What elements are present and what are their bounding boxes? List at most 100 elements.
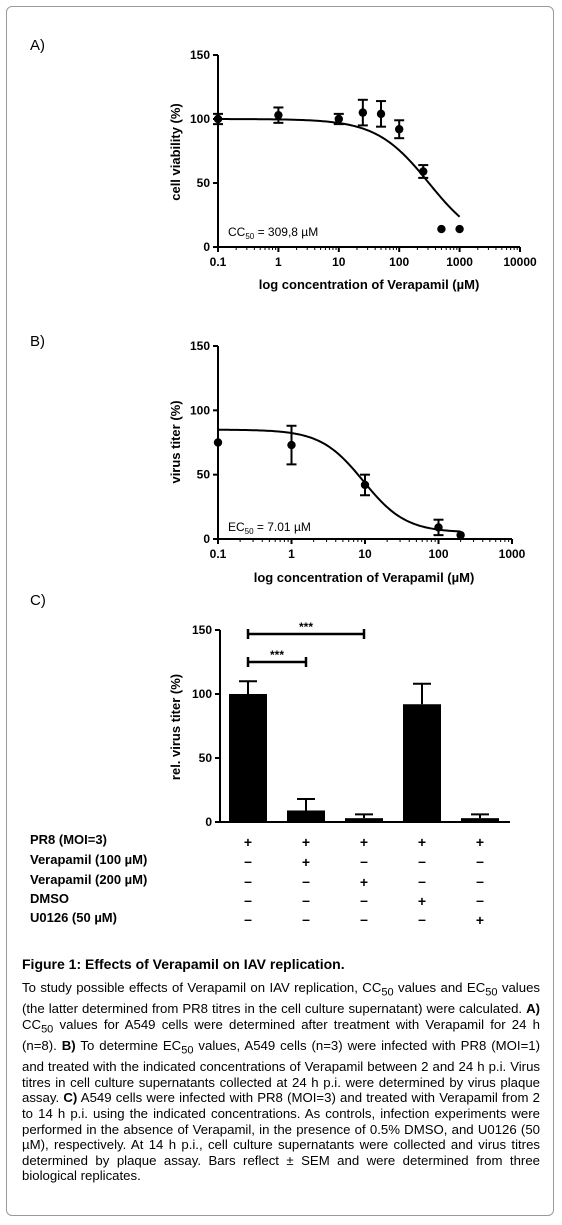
data-point: [274, 110, 283, 120]
data-point: [360, 480, 370, 490]
y-tick-label: 50: [197, 468, 211, 482]
minus-symbol: –: [244, 911, 252, 927]
data-point: [213, 438, 223, 447]
panel-b-fit-curve: [217, 428, 461, 533]
y-tick-label: 150: [190, 48, 210, 62]
panel-b-axes: 0 50 100 150 0.1 1 10 100 1000: [190, 339, 526, 561]
plus-symbol: +: [476, 834, 484, 850]
minus-symbol: –: [244, 892, 252, 908]
x-tick-label: 0.1: [210, 255, 227, 269]
figure-frame: [6, 6, 554, 1216]
figure-caption-title: Figure 1: Effects of Verapamil on IAV re…: [22, 956, 345, 972]
x-tick-label: 1: [275, 255, 282, 269]
data-point: [395, 125, 404, 134]
panel-c-bars: [229, 680, 499, 822]
y-tick-label: 0: [203, 532, 210, 546]
condition-label: DMSO: [30, 891, 69, 906]
minus-symbol: –: [302, 911, 310, 927]
y-tick-label: 100: [192, 687, 212, 701]
panel-b-label: B): [30, 333, 45, 350]
data-point: [456, 530, 465, 540]
panel-a-cc50-annotation: CC50 = 309,8 µM: [228, 225, 318, 241]
panel-c-conditions-table: PR8 (MOI=3) + + + + + Verapamil (100 µM) – + – – – V…: [30, 832, 484, 928]
y-tick-label: 150: [192, 623, 212, 637]
bar: [461, 818, 499, 822]
plus-symbol: +: [476, 912, 484, 928]
data-point: [213, 114, 223, 124]
panel-a-chart: A) 0 50 100 150 0.1 1 10 100 1000 10000 cell viab…: [30, 37, 537, 292]
minus-symbol: –: [418, 853, 426, 869]
plus-symbol: +: [302, 834, 310, 850]
condition-label: PR8 (MOI=3): [30, 832, 107, 847]
plus-symbol: +: [418, 893, 426, 909]
minus-symbol: –: [360, 853, 368, 869]
minus-symbol: –: [302, 892, 310, 908]
panel-a-axes: 0 50 100 150 0.1 1 10 100 1000 10000: [190, 48, 537, 269]
x-tick-label: 0.1: [210, 547, 227, 561]
y-tick-label: 0: [203, 240, 210, 254]
minus-symbol: –: [476, 873, 484, 889]
data-point: [376, 109, 386, 119]
panel-a-points: [213, 98, 464, 234]
x-tick-label: 10: [332, 255, 346, 269]
figure-caption-body: To study possible effects of Verapamil o…: [22, 980, 540, 1184]
bar: [403, 704, 441, 822]
fit-curve-path: [217, 428, 461, 533]
y-tick-label: 100: [190, 403, 210, 417]
bar: [229, 694, 267, 822]
panel-b-y-axis-title: virus titer (%): [168, 400, 183, 483]
y-tick-label: 0: [205, 815, 212, 829]
x-tick-label: 10000: [503, 255, 537, 269]
minus-symbol: –: [302, 873, 310, 889]
data-point: [334, 114, 343, 124]
data-point: [358, 108, 368, 117]
minus-symbol: –: [360, 892, 368, 908]
x-tick-label: 1: [288, 547, 295, 561]
condition-label: Verapamil (100 µM): [30, 852, 147, 867]
bar: [345, 818, 383, 822]
minus-symbol: –: [418, 911, 426, 927]
panel-c-y-axis-title: rel. virus titer (%): [168, 674, 183, 780]
plus-symbol: +: [418, 834, 426, 850]
x-tick-label: 100: [428, 547, 448, 561]
y-tick-label: 50: [197, 176, 211, 190]
panel-c-label: C): [30, 592, 46, 609]
panel-a-label: A): [30, 37, 45, 54]
plus-symbol: +: [360, 874, 368, 890]
plus-symbol: +: [244, 834, 252, 850]
minus-symbol: –: [418, 873, 426, 889]
bar: [287, 810, 325, 822]
y-tick-label: 100: [190, 112, 210, 126]
panel-a-x-axis-title: log concentration of Verapamil (µM): [259, 277, 480, 292]
data-point: [455, 224, 464, 234]
y-tick-label: 150: [190, 339, 210, 353]
x-tick-label: 1000: [446, 255, 473, 269]
x-tick-label: 100: [389, 255, 409, 269]
data-point: [419, 167, 428, 176]
panel-b-ec50-annotation: EC50 = 7.01 µM: [228, 520, 311, 536]
significance-label: ***: [270, 648, 284, 662]
panel-b-x-axis-title: log concentration of Verapamil (µM): [254, 570, 475, 585]
minus-symbol: –: [360, 911, 368, 927]
plus-symbol: +: [302, 854, 310, 870]
panel-c-significance: *** ***: [246, 620, 366, 667]
minus-symbol: –: [476, 853, 484, 869]
condition-label: U0126 (50 µM): [30, 910, 117, 925]
plus-symbol: +: [360, 834, 368, 850]
data-point: [434, 523, 443, 532]
data-point: [437, 224, 446, 234]
x-tick-label: 10: [358, 547, 372, 561]
y-tick-label: 50: [199, 751, 213, 765]
panel-c-chart: C) 0 50 100 150 *** *** rel. virus titer (%)…: [30, 592, 510, 928]
minus-symbol: –: [244, 873, 252, 889]
panel-b-points: [213, 424, 465, 540]
minus-symbol: –: [244, 853, 252, 869]
minus-symbol: –: [476, 892, 484, 908]
significance-label: ***: [299, 620, 313, 634]
data-point: [287, 440, 296, 450]
panel-b-chart: B) 0 50 100 150 0.1 1 10 100 1000 virus titer (%…: [30, 333, 526, 585]
condition-label: Verapamil (200 µM): [30, 872, 147, 887]
panel-a-y-axis-title: cell viability (%): [168, 103, 183, 201]
x-tick-label: 1000: [499, 547, 526, 561]
